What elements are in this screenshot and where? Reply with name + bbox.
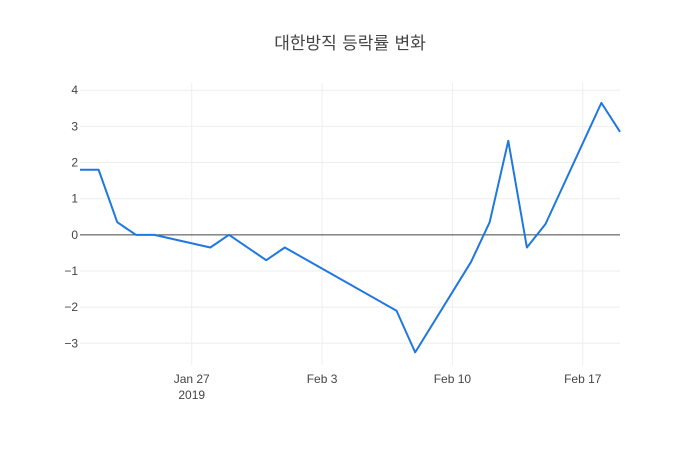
series-line xyxy=(80,101,621,354)
y-tick-label: −3 xyxy=(64,336,78,350)
y-tick-label: 1 xyxy=(71,192,78,206)
x-tick-label: Jan 27 xyxy=(174,372,210,386)
axis-layer: 4 3 2 1 0 −1 −2 −3 Jan 27 2019 Feb 3 Feb 10 Feb 17 xyxy=(64,83,601,402)
y-tick-label: 4 xyxy=(71,83,78,97)
y-tick-label: −1 xyxy=(64,264,78,278)
y-tick-label: 2 xyxy=(71,156,78,170)
x-tick-sublabel: 2019 xyxy=(178,388,205,402)
series-layer xyxy=(80,101,621,354)
x-tick-label: Feb 17 xyxy=(564,372,602,386)
chart-title: 대한방직 등락률 변화 xyxy=(274,34,426,54)
y-tick-label: 3 xyxy=(71,119,78,133)
x-tick-label: Feb 3 xyxy=(307,372,338,386)
y-tick-label: −2 xyxy=(64,300,78,314)
grid-layer xyxy=(80,83,620,365)
y-tick-label: 0 xyxy=(71,228,78,242)
x-tick-label: Feb 10 xyxy=(434,372,472,386)
